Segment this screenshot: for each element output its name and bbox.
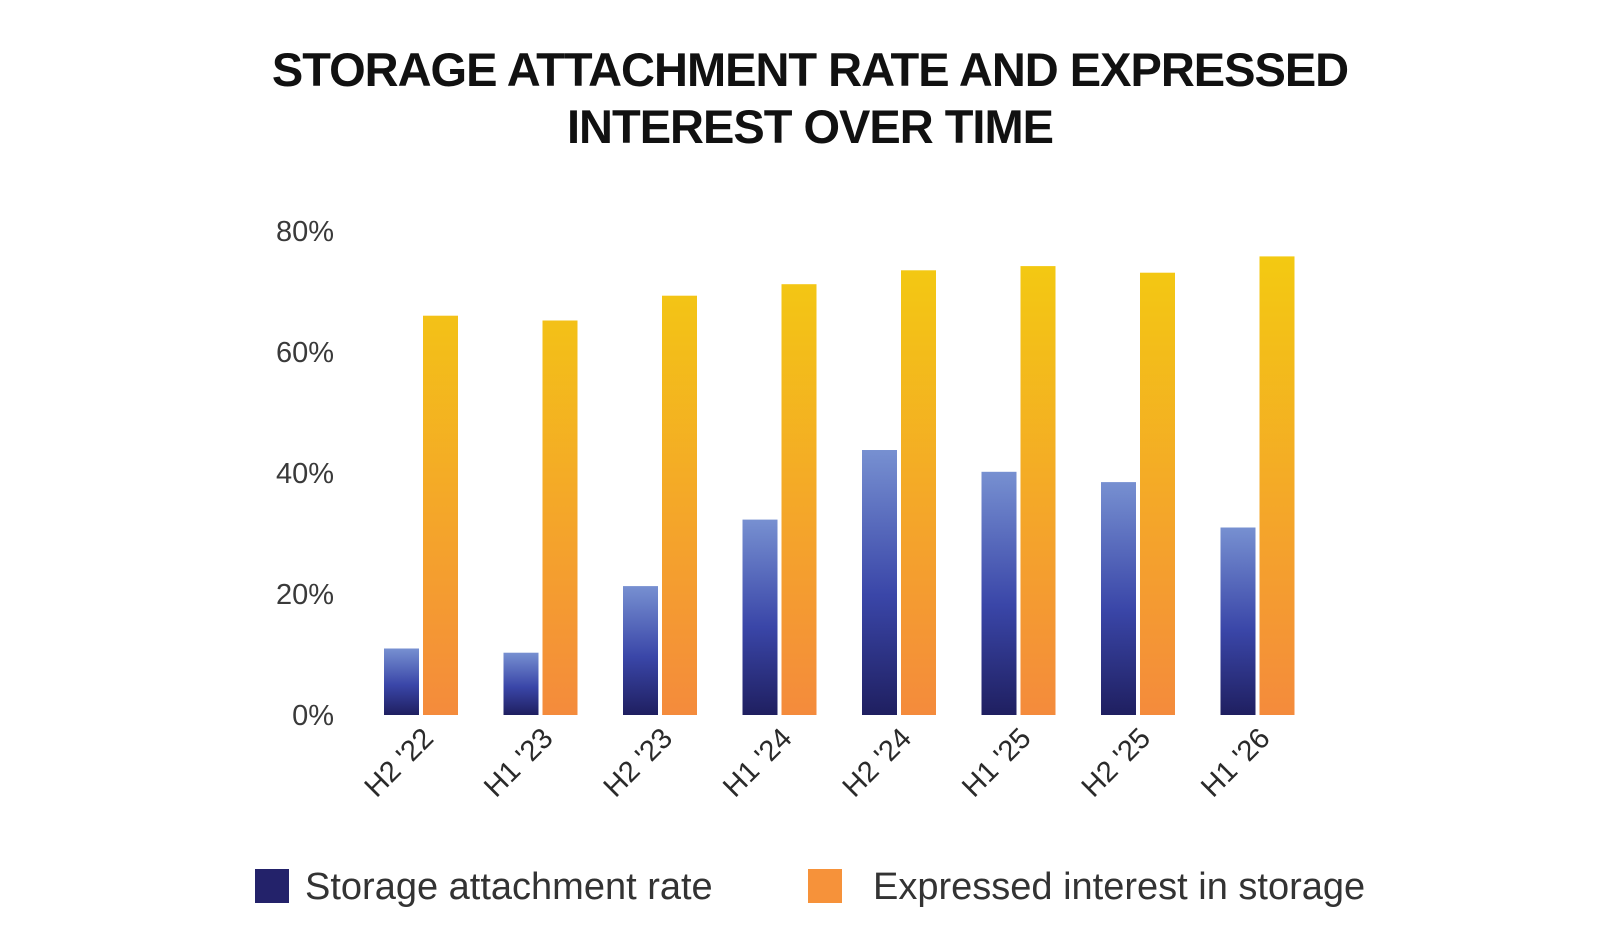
bar-storage-attachment-rate-h2-22 [384,648,419,715]
legend-swatch-storage-attachment-rate [255,869,289,903]
legend-label-expressed-interest: Expressed interest in storage [873,866,1365,908]
x-axis-ticks: H2 '22 H1 '23 H2 '23 H1 '24 H2 '24 H1 '25 H2 '… [359,722,1277,803]
bars [384,256,1295,715]
x-tick-h1-25: H1 '25 [956,722,1037,803]
y-tick-40: 40% [276,458,334,490]
bar-expressed-interest-in-storage-h1-26 [1259,256,1295,715]
x-tick-h1-23: H1 '23 [478,722,559,803]
y-tick-60: 60% [276,337,334,369]
chart-title-line-1: STORAGE ATTACHMENT RATE AND EXPRESSED [272,43,1348,96]
chart-title-line-2: INTEREST OVER TIME [567,100,1053,153]
y-tick-0: 0% [292,700,334,732]
legend-label-storage-attachment-rate: Storage attachment rate [305,866,713,908]
y-tick-20: 20% [276,579,334,611]
legend: Storage attachment rate Expressed intere… [255,866,1365,908]
bar-expressed-interest-in-storage-h2-22 [423,315,458,715]
bar-expressed-interest-in-storage-h2-23 [662,295,697,715]
bar-storage-attachment-rate-h1-25 [981,471,1017,715]
bar-storage-attachment-rate-h1-26 [1220,527,1256,715]
x-tick-h2-25: H2 '25 [1076,722,1157,803]
x-tick-h2-24: H2 '24 [837,722,918,803]
bar-expressed-interest-in-storage-h1-25 [1020,266,1056,715]
bar-storage-attachment-rate-h2-24 [862,450,897,715]
x-tick-h1-24: H1 '24 [717,722,798,803]
bar-expressed-interest-in-storage-h2-24 [901,270,936,715]
bar-storage-attachment-rate-h2-23 [623,586,658,715]
bar-expressed-interest-in-storage-h1-24 [781,284,817,715]
x-tick-h2-23: H2 '23 [598,722,679,803]
x-tick-h1-26: H1 '26 [1195,722,1276,803]
y-tick-80: 80% [276,216,334,248]
bar-storage-attachment-rate-h1-23 [503,652,539,715]
bar-storage-attachment-rate-h2-25 [1101,482,1136,715]
legend-swatch-expressed-interest [808,869,842,903]
x-tick-h2-22: H2 '22 [359,722,440,803]
y-axis-ticks: 0% 20% 40% 60% 80% [276,216,334,732]
bar-expressed-interest-in-storage-h2-25 [1140,272,1175,715]
bar-expressed-interest-in-storage-h1-23 [542,320,578,715]
bar-storage-attachment-rate-h1-24 [742,519,778,715]
